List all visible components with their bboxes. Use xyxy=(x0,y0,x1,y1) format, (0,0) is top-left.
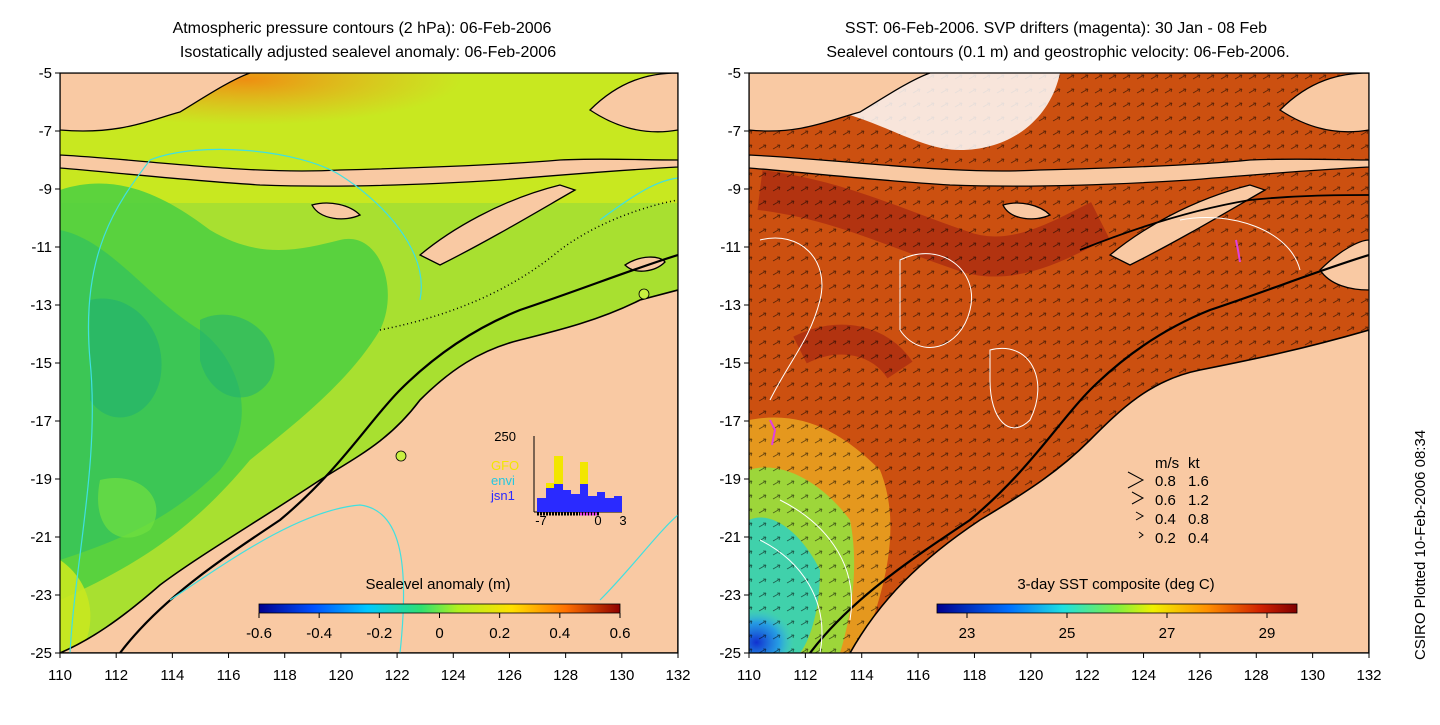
colorbar-tick-label: -0.6 xyxy=(246,625,272,642)
histogram-legend-jsn1: jsn1 xyxy=(490,488,515,503)
left-title-line2: Isostatically adjusted sealevel anomaly:… xyxy=(180,44,556,61)
right-title-line1: SST: 06-Feb-2006. SVP drifters (magenta)… xyxy=(845,20,1267,37)
velocity-legend-kt: 0.8 xyxy=(1188,511,1209,528)
colorbar-tick-label: -0.2 xyxy=(366,625,392,642)
x-tick-label: 114 xyxy=(160,667,184,684)
x-tick-label: 110 xyxy=(48,667,72,684)
velocity-legend-unit-kt: kt xyxy=(1188,455,1201,472)
velocity-legend-ms: 0.2 xyxy=(1155,530,1176,547)
x-tick-label: 120 xyxy=(328,667,353,684)
y-tick-label: -5 xyxy=(728,65,741,82)
y-tick-label: -7 xyxy=(39,123,52,140)
histogram-xlabel-left: -7 xyxy=(535,513,547,528)
right-y-axis: -5 -7 -9 -11 -13 -15 -17 -19 -21 -23 -25 xyxy=(719,65,749,662)
colorbar-tick-label: 27 xyxy=(1159,625,1176,642)
left-colorbar-title: Sealevel anomaly (m) xyxy=(365,576,510,593)
colorbar-tick-label: 29 xyxy=(1259,625,1276,642)
y-tick-label: -13 xyxy=(719,297,741,314)
x-tick-label: 122 xyxy=(385,667,410,684)
right-map-panel: SST: 06-Feb-2006. SVP drifters (magenta)… xyxy=(719,20,1381,684)
x-tick-label: 112 xyxy=(104,667,128,684)
colorbar-tick-label: 0.2 xyxy=(489,625,510,642)
x-tick-label: 132 xyxy=(1356,667,1381,684)
x-tick-label: 118 xyxy=(273,667,297,684)
y-tick-label: -23 xyxy=(719,587,741,604)
right-colorbar xyxy=(936,603,1298,614)
x-tick-label: 130 xyxy=(609,667,634,684)
right-colorbar-title: 3-day SST composite (deg C) xyxy=(1017,576,1214,593)
y-tick-label: -15 xyxy=(30,355,52,372)
x-tick-label: 112 xyxy=(793,667,817,684)
left-map-panel: Atmospheric pressure contours (2 hPa): 0… xyxy=(30,20,690,684)
colorbar-tick-label: 0.6 xyxy=(610,625,631,642)
left-colorbar-ticks: -0.6 -0.4 -0.2 0 0.2 0.4 0.6 xyxy=(246,613,630,642)
y-tick-label: -15 xyxy=(719,355,741,372)
x-tick-label: 128 xyxy=(1244,667,1269,684)
x-tick-label: 124 xyxy=(1131,667,1156,684)
y-tick-label: -21 xyxy=(719,529,741,546)
velocity-legend-ms: 0.4 xyxy=(1155,511,1176,528)
x-tick-label: 124 xyxy=(441,667,466,684)
left-y-axis: -5 -7 -9 -11 -13 -15 -17 -19 -21 -23 -25 xyxy=(30,65,60,662)
colorbar-tick-label: -0.4 xyxy=(306,625,332,642)
velocity-legend-ms: 0.8 xyxy=(1155,473,1176,490)
histogram-xlabel-mid: 0 xyxy=(594,513,601,528)
x-tick-label: 132 xyxy=(665,667,690,684)
y-tick-label: -21 xyxy=(30,529,52,546)
histogram-xlabel-right: 3 xyxy=(619,513,626,528)
left-x-axis: 110 112 114 116 118 120 122 124 126 128 130 132 xyxy=(48,653,691,684)
y-tick-label: -23 xyxy=(30,587,52,604)
altimeter-histogram: 250 -7 0 3 GFO envi jsn1 xyxy=(490,429,627,528)
y-tick-label: -13 xyxy=(30,297,52,314)
histogram-legend-envi: envi xyxy=(491,473,515,488)
left-australia-land xyxy=(60,289,678,653)
velocity-legend-ms: 0.6 xyxy=(1155,492,1176,509)
x-tick-label: 128 xyxy=(553,667,578,684)
x-tick-label: 116 xyxy=(906,667,930,684)
right-title-line2: Sealevel contours (0.1 m) and geostrophi… xyxy=(826,44,1289,61)
x-tick-label: 120 xyxy=(1018,667,1043,684)
x-tick-label: 122 xyxy=(1075,667,1100,684)
y-tick-label: -9 xyxy=(39,181,52,198)
right-colorbar-ticks: 23 25 27 29 xyxy=(959,613,1276,642)
y-tick-label: -7 xyxy=(728,123,741,140)
velocity-legend: m/s kt 0.8 1.6 0.6 1.2 0.4 0.8 0.2 0.4 xyxy=(1127,455,1209,547)
y-tick-label: -19 xyxy=(30,471,52,488)
x-tick-label: 116 xyxy=(217,667,241,684)
x-tick-label: 126 xyxy=(1187,667,1212,684)
y-tick-label: -5 xyxy=(39,65,52,82)
left-title-line1: Atmospheric pressure contours (2 hPa): 0… xyxy=(173,20,552,37)
y-tick-label: -11 xyxy=(720,239,741,256)
velocity-legend-kt: 0.4 xyxy=(1188,530,1209,547)
left-colorbar xyxy=(258,603,621,614)
x-tick-label: 110 xyxy=(737,667,761,684)
right-australia-land xyxy=(849,329,1369,653)
colorbar-tick-label: 0 xyxy=(435,625,443,642)
y-tick-label: -25 xyxy=(719,645,741,662)
velocity-legend-kt: 1.6 xyxy=(1188,473,1209,490)
velocity-legend-unit-ms: m/s xyxy=(1155,455,1179,472)
colorbar-tick-label: 25 xyxy=(1059,625,1076,642)
y-tick-label: -9 xyxy=(728,181,741,198)
x-tick-label: 130 xyxy=(1300,667,1325,684)
y-tick-label: -17 xyxy=(719,413,741,430)
y-tick-label: -17 xyxy=(30,413,52,430)
x-tick-label: 126 xyxy=(497,667,522,684)
right-x-axis: 110 112 114 116 118 120 122 124 126 128 130 132 xyxy=(737,653,1382,684)
histogram-ymax-label: 250 xyxy=(494,429,516,444)
y-tick-label: -11 xyxy=(31,239,52,256)
y-tick-label: -19 xyxy=(719,471,741,488)
colorbar-tick-label: 23 xyxy=(959,625,976,642)
y-tick-label: -25 xyxy=(30,645,52,662)
colorbar-tick-label: 0.4 xyxy=(549,625,570,642)
plot-timestamp-label: CSIRO Plotted 10-Feb-2006 08:34 xyxy=(1412,429,1429,660)
x-tick-label: 114 xyxy=(850,667,874,684)
velocity-legend-kt: 1.2 xyxy=(1188,492,1209,509)
histogram-legend-gfo: GFO xyxy=(491,458,519,473)
x-tick-label: 118 xyxy=(962,667,986,684)
